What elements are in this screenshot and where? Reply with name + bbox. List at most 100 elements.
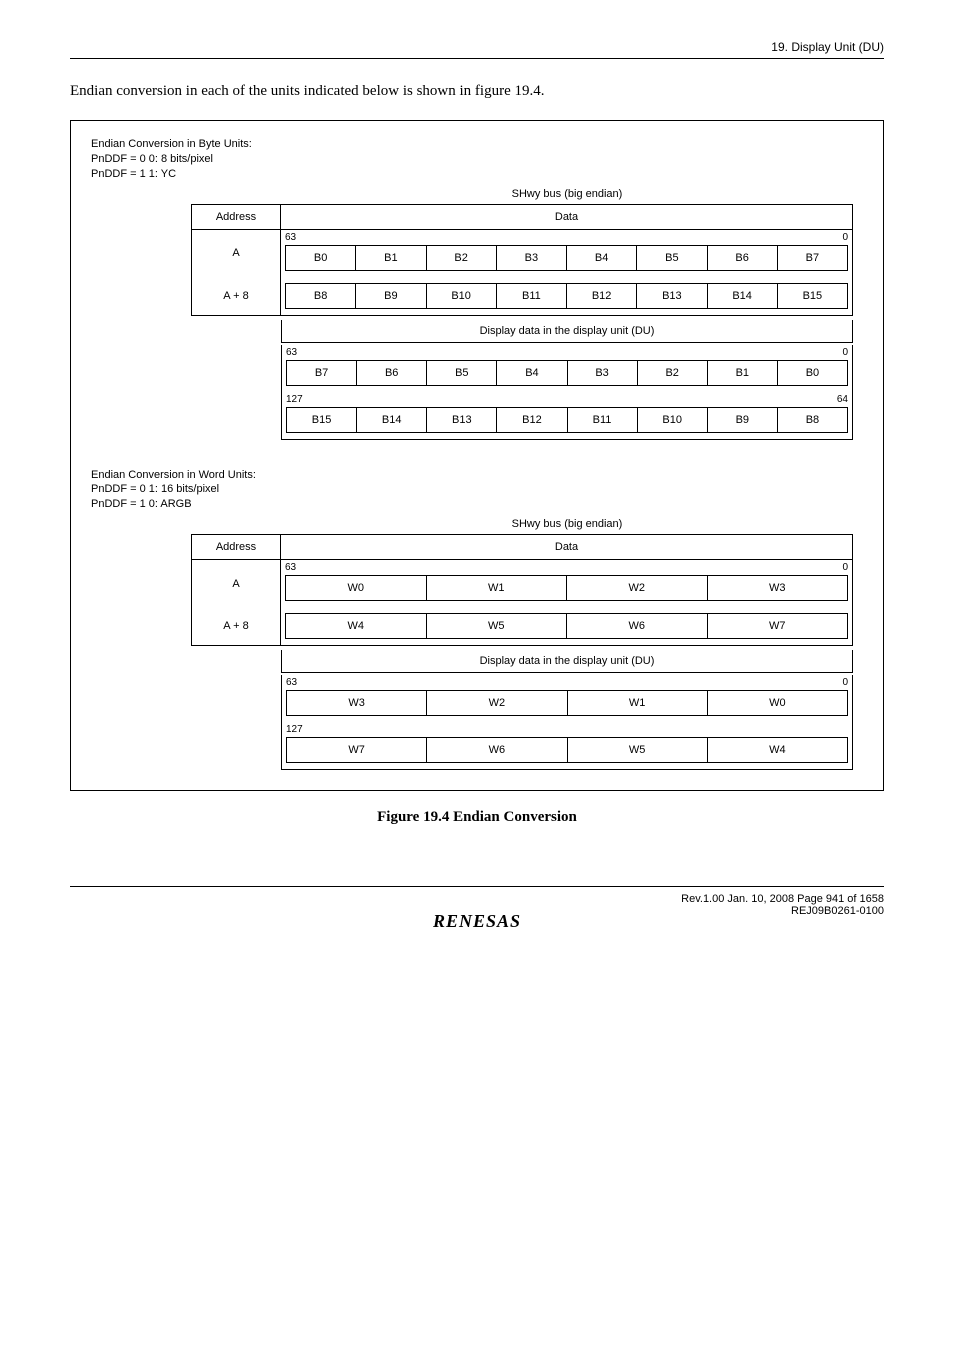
bit-hi: 63 [285,562,296,573]
cell: W5 [567,737,708,763]
cell: B6 [356,360,427,386]
addr-a: A [191,230,281,277]
bus-label: SHwy bus (big endian) [281,188,853,204]
bit-lo: 0 [842,677,848,688]
bit-hi: 63 [286,677,297,688]
cell: W0 [707,690,848,716]
bit-lo: 0 [842,232,848,243]
spacer [191,675,281,722]
spacer [191,345,281,392]
cell: W7 [286,737,427,763]
cell: B8 [777,407,848,433]
byte-table: SHwy bus (big endian) Address Data A 63 … [191,188,853,440]
word-row-1: W0 W1 W2 W3 [285,575,848,601]
cell: W2 [426,690,567,716]
data-header: Data [281,204,853,230]
cell: B13 [636,283,707,309]
cell: W7 [707,613,849,639]
cell: W4 [707,737,848,763]
figure-outer-box: Endian Conversion in Byte Units: PnDDF =… [70,120,884,791]
cell: B13 [426,407,497,433]
byte-units-title: Endian Conversion in Byte Units: PnDDF =… [91,137,863,182]
display-label: Display data in the display unit (DU) [281,320,853,343]
cell: B10 [426,283,497,309]
spacer [191,518,281,534]
cell: B15 [286,407,357,433]
cell: B4 [566,245,637,271]
cell: B2 [426,245,497,271]
title-line: PnDDF = 1 0: ARGB [91,497,863,512]
spacer [191,316,281,345]
cell: B0 [777,360,848,386]
cell: W1 [426,575,568,601]
cell: W4 [285,613,427,639]
cell: B15 [777,283,848,309]
cell: B4 [496,360,567,386]
bus-label: SHwy bus (big endian) [281,518,853,534]
cell: B11 [567,407,638,433]
cell: W5 [426,613,568,639]
display-label: Display data in the display unit (DU) [281,650,853,673]
title-line: Endian Conversion in Byte Units: [91,137,863,152]
cell: B1 [707,360,778,386]
word-row-2: W4 W5 W6 W7 [285,613,848,639]
cell: B14 [356,407,427,433]
figure-caption: Figure 19.4 Endian Conversion [70,809,884,826]
byte-row-1: B0 B1 B2 B3 B4 B5 B6 B7 [285,245,848,271]
cell: W1 [567,690,708,716]
cell: W3 [286,690,427,716]
bit-hi: 127 [286,394,303,405]
bit-lo: 0 [842,347,848,358]
word-units-title: Endian Conversion in Word Units: PnDDF =… [91,468,863,513]
footer-rev: Rev.1.00 Jan. 10, 2008 Page 941 of 1658 [681,893,884,905]
title-line: PnDDF = 0 0: 8 bits/pixel [91,152,863,167]
cell: W3 [707,575,849,601]
cell: W2 [566,575,708,601]
cell: B0 [285,245,356,271]
bit-lo: 64 [837,394,848,405]
page-footer: Rev.1.00 Jan. 10, 2008 Page 941 of 1658 … [70,886,884,946]
addr-a: A [191,560,281,607]
cell: B9 [707,407,778,433]
section-header: 19. Display Unit (DU) [70,40,884,59]
cell: W0 [285,575,427,601]
cell: B11 [496,283,567,309]
bit-hi: 127 [286,724,303,735]
spacer [191,646,281,675]
address-header: Address [191,204,281,230]
cell: B8 [285,283,356,309]
word-drow-2: W7 W6 W5 W4 [286,737,848,763]
spacer [191,722,281,770]
spacer [191,392,281,440]
footer-code: REJ09B0261-0100 [681,905,884,917]
cell: B12 [496,407,567,433]
cell: B3 [496,245,567,271]
cell: B6 [707,245,778,271]
cell: B12 [566,283,637,309]
data-header: Data [281,534,853,560]
cell: B5 [426,360,497,386]
title-line: PnDDF = 1 1: YC [91,167,863,182]
cell: B10 [637,407,708,433]
byte-drow-2: B15 B14 B13 B12 B11 B10 B9 B8 [286,407,848,433]
intro-paragraph: Endian conversion in each of the units i… [70,83,884,100]
cell: B7 [777,245,848,271]
cell: B9 [355,283,426,309]
byte-row-2: B8 B9 B10 B11 B12 B13 B14 B15 [285,283,848,309]
title-line: Endian Conversion in Word Units: [91,468,863,483]
cell: B1 [355,245,426,271]
byte-drow-1: B7 B6 B5 B4 B3 B2 B1 B0 [286,360,848,386]
cell: W6 [566,613,708,639]
address-header: Address [191,534,281,560]
bit-hi: 63 [286,347,297,358]
cell: B7 [286,360,357,386]
word-drow-1: W3 W2 W1 W0 [286,690,848,716]
word-table: SHwy bus (big endian) Address Data A 63 … [191,518,853,770]
bit-lo: 0 [842,562,848,573]
cell: B14 [707,283,778,309]
cell: B5 [636,245,707,271]
bit-hi: 63 [285,232,296,243]
addr-a8: A + 8 [191,607,281,646]
cell: B2 [637,360,708,386]
cell: W6 [426,737,567,763]
